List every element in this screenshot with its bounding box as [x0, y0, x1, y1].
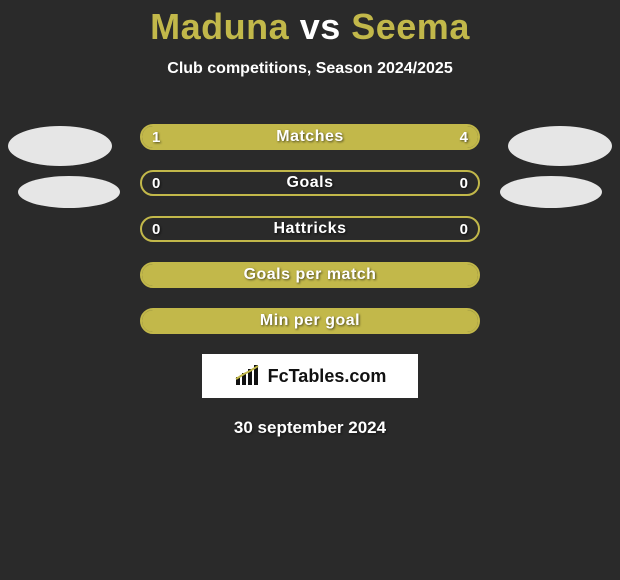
stat-label: Goals per match [142, 264, 478, 286]
stat-value-right: 0 [460, 218, 468, 240]
vs-text: vs [300, 6, 341, 47]
stat-label: Min per goal [142, 310, 478, 332]
stat-bar-hattricks: 0 Hattricks 0 [140, 216, 480, 242]
stat-bar-goals: 0 Goals 0 [140, 170, 480, 196]
logo-box: FcTables.com [202, 354, 418, 398]
avatar-placeholder-right-2 [500, 176, 602, 208]
stat-bar-min-per-goal: Min per goal [140, 308, 480, 334]
player1-name: Maduna [150, 6, 289, 47]
page-title: Maduna vs Seema [0, 6, 620, 48]
avatar-placeholder-left-2 [18, 176, 120, 208]
date-text: 30 september 2024 [0, 418, 620, 438]
avatar-placeholder-right-1 [508, 126, 612, 166]
stat-bar-goals-per-match: Goals per match [140, 262, 480, 288]
stat-value-right: 0 [460, 172, 468, 194]
stat-bar-matches: 1 Matches 4 [140, 124, 480, 150]
avatar-placeholder-left-1 [8, 126, 112, 166]
stat-value-right: 4 [460, 126, 468, 148]
stat-label: Hattricks [142, 218, 478, 240]
subtitle: Club competitions, Season 2024/2025 [0, 60, 620, 78]
stat-label: Goals [142, 172, 478, 194]
stat-label: Matches [142, 126, 478, 148]
bar-chart-icon [234, 365, 262, 387]
stat-bars: 1 Matches 4 0 Goals 0 0 Hattricks 0 Goal… [140, 110, 480, 334]
logo-text: FcTables.com [268, 366, 387, 387]
player2-name: Seema [351, 6, 470, 47]
